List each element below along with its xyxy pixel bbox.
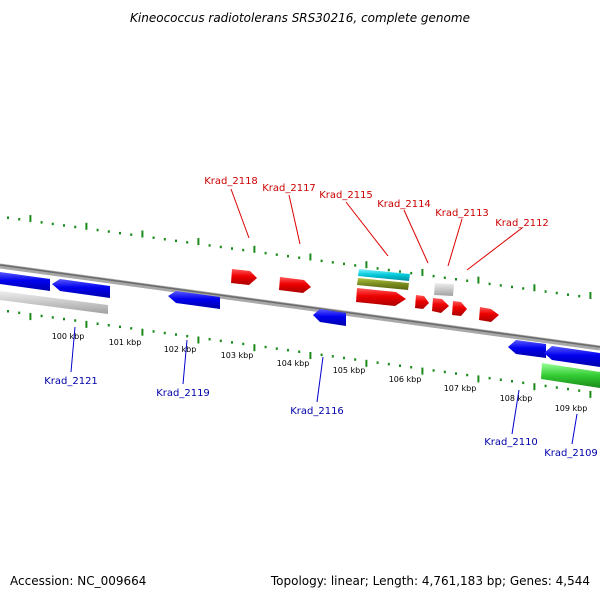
gene-label[interactable]: Krad_2117 bbox=[262, 183, 316, 194]
kbp-label: 108 kbp bbox=[500, 394, 533, 403]
kbp-label: 102 kbp bbox=[164, 345, 197, 354]
kbp-scale: 100 kbp 101 kbp 102 kbp 103 kbp 104 kbp … bbox=[52, 332, 588, 413]
kbp-label: 104 kbp bbox=[277, 359, 310, 368]
pseudogene[interactable] bbox=[0, 291, 108, 314]
gene-label[interactable]: Krad_2109 bbox=[544, 448, 598, 459]
gene-label[interactable]: Krad_2115 bbox=[319, 190, 373, 201]
rna-gene[interactable] bbox=[358, 269, 410, 281]
gene-arrow[interactable] bbox=[415, 295, 429, 309]
genome-backbone bbox=[0, 263, 600, 351]
gene-label[interactable]: Krad_2119 bbox=[156, 388, 210, 399]
gene-arrow[interactable] bbox=[279, 277, 311, 293]
kbp-label: 107 kbp bbox=[444, 384, 477, 393]
kbp-label: 106 kbp bbox=[389, 375, 422, 384]
gene-arrow[interactable] bbox=[508, 340, 546, 358]
gene-shapes bbox=[0, 269, 600, 388]
kbp-label: 103 kbp bbox=[221, 351, 254, 360]
kbp-label: 105 kbp bbox=[333, 366, 366, 375]
gene-arrow[interactable] bbox=[313, 309, 346, 326]
gene-label[interactable]: Krad_2113 bbox=[435, 208, 489, 219]
pseudogene[interactable] bbox=[434, 283, 454, 296]
gene-arrow[interactable] bbox=[168, 291, 220, 309]
gene-label[interactable]: Krad_2121 bbox=[44, 376, 98, 387]
gene-arrow[interactable] bbox=[452, 301, 467, 316]
gene-arrow[interactable] bbox=[52, 279, 110, 298]
kbp-label: 100 kbp bbox=[52, 332, 85, 341]
gene-arrow[interactable] bbox=[479, 307, 499, 322]
kbp-label: 109 kbp bbox=[555, 404, 588, 413]
reverse-gene-labels: Krad_2121 Krad_2119 Krad_2116 Krad_2110 … bbox=[44, 326, 598, 459]
gene-arrow[interactable] bbox=[231, 269, 257, 285]
gene-label[interactable]: Krad_2112 bbox=[495, 218, 549, 229]
gene-arrow[interactable] bbox=[356, 288, 406, 306]
tick-track-upper bbox=[7, 215, 592, 299]
gene-arrow[interactable] bbox=[0, 272, 50, 291]
genome-title: Kineococcus radiotolerans SRS30216, comp… bbox=[130, 11, 470, 25]
gene-label[interactable]: Krad_2118 bbox=[204, 176, 258, 187]
gene-arrow[interactable] bbox=[432, 298, 449, 313]
gene-arrow[interactable] bbox=[544, 346, 600, 367]
gene-label[interactable]: Krad_2114 bbox=[377, 199, 431, 210]
rna-gene[interactable] bbox=[357, 278, 409, 290]
gene-label[interactable]: Krad_2110 bbox=[484, 437, 538, 448]
tick-track-lower bbox=[7, 310, 592, 398]
genome-summary-text: Topology: linear; Length: 4,761,183 bp; … bbox=[270, 574, 590, 588]
forward-gene-labels: Krad_2118 Krad_2117 Krad_2115 Krad_2114 … bbox=[204, 176, 549, 271]
rna-gene[interactable] bbox=[541, 363, 600, 388]
accession-text: Accession: NC_009664 bbox=[10, 574, 146, 588]
gene-label[interactable]: Krad_2116 bbox=[290, 406, 344, 417]
kbp-label: 101 kbp bbox=[109, 338, 142, 347]
